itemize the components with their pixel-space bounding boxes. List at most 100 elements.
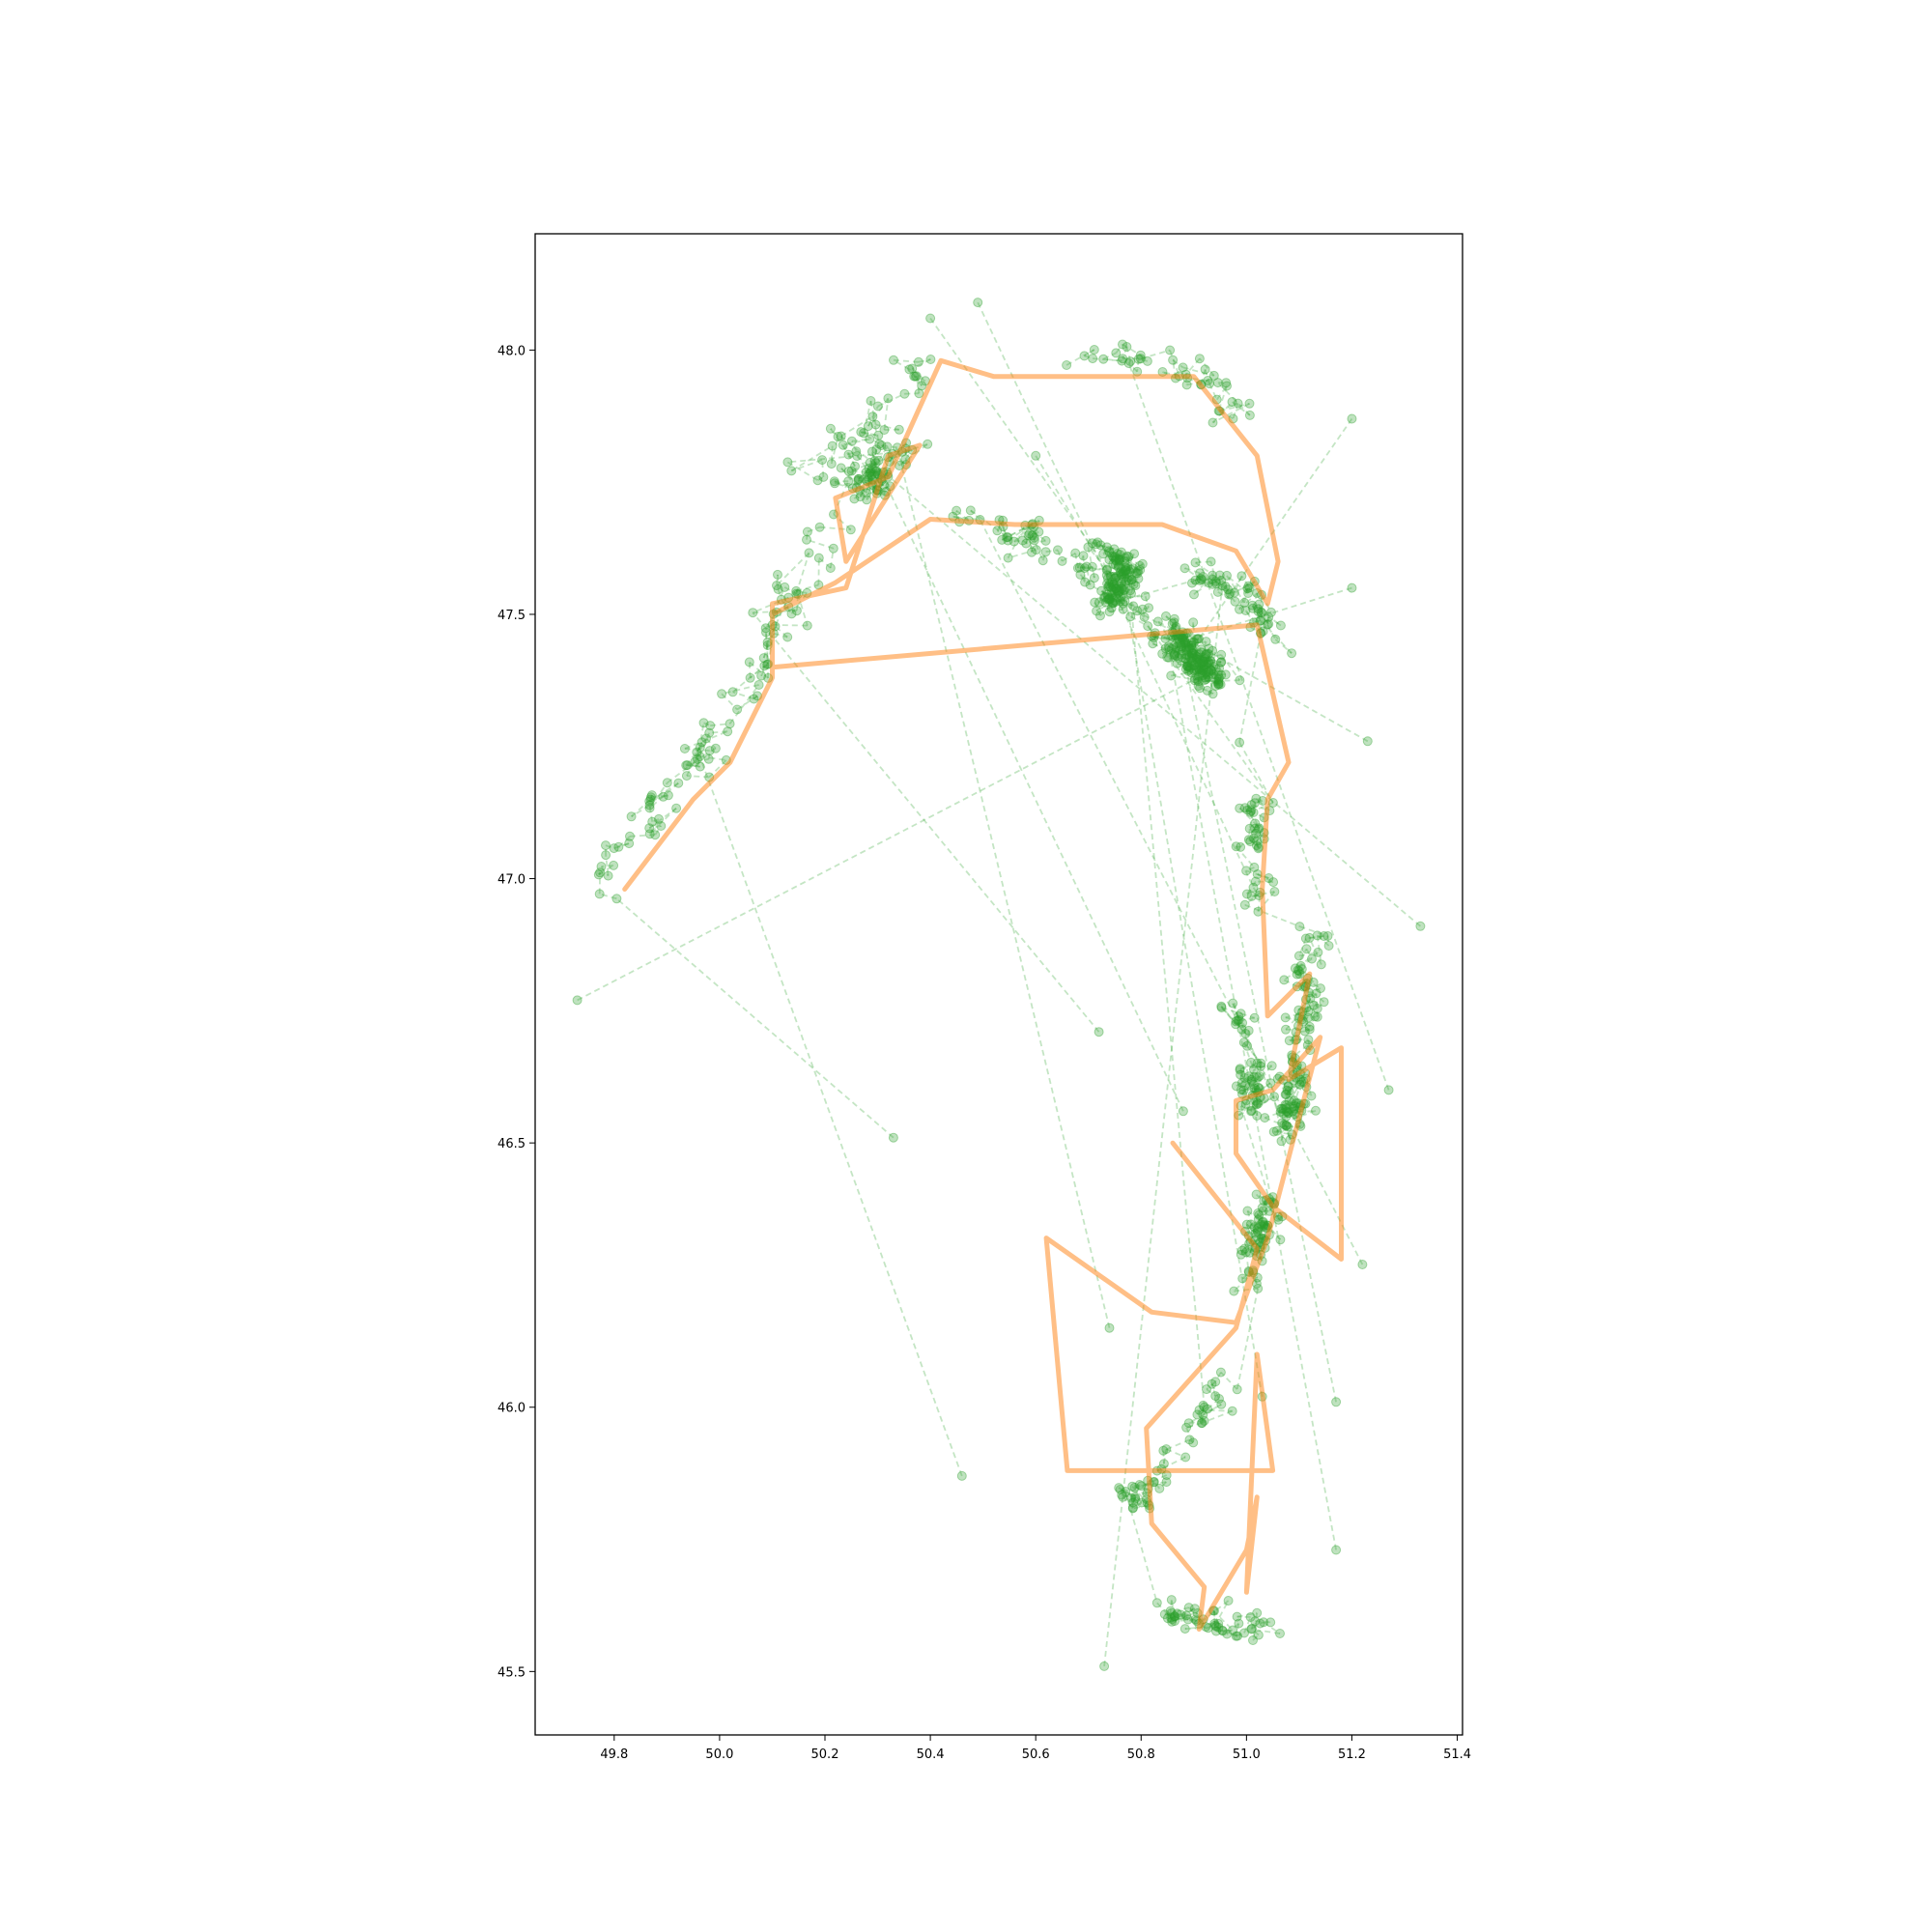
track-point: [802, 526, 812, 537]
track-point: [1115, 1485, 1125, 1494]
track-segment: [866, 462, 877, 477]
track-segment: [1185, 633, 1193, 662]
track-segment: [1121, 1494, 1134, 1510]
track-segment: [1008, 549, 1037, 559]
track-segment: [1203, 660, 1211, 667]
track-segment: [649, 794, 653, 800]
track-point: [1128, 563, 1138, 574]
track-point: [1092, 606, 1102, 616]
track-point: [1265, 607, 1276, 617]
track-point: [1280, 1012, 1291, 1023]
track-segment: [796, 590, 808, 594]
track-segment: [1126, 566, 1206, 1407]
track-segment: [1179, 1607, 1196, 1616]
track-point: [1116, 564, 1126, 575]
track-point: [1281, 1089, 1292, 1099]
track-segment: [834, 482, 854, 490]
track-point: [1192, 654, 1202, 665]
track-point: [1121, 565, 1131, 576]
track-segment: [868, 462, 874, 481]
track-point: [851, 446, 862, 457]
track-segment: [1181, 638, 1196, 671]
track-point: [1249, 1071, 1260, 1082]
track-point: [1095, 611, 1105, 621]
track-point: [1299, 1026, 1310, 1037]
track-point: [1099, 592, 1110, 603]
track-point: [1312, 930, 1322, 941]
track-point: [1117, 571, 1127, 582]
track-segment: [1024, 525, 1047, 542]
track-segment: [1139, 563, 1144, 567]
track-segment: [1099, 602, 1114, 617]
track-point: [704, 727, 715, 738]
track-segment: [1034, 531, 1040, 541]
track-point: [850, 461, 860, 471]
track-segment: [1129, 570, 1139, 573]
track-point: [1245, 837, 1256, 847]
track-segment: [1128, 579, 1132, 582]
track-segment: [1176, 655, 1187, 669]
track-segment: [1110, 592, 1114, 603]
track-point: [1237, 1017, 1248, 1028]
track-segment: [1135, 563, 1144, 574]
track-point: [1180, 637, 1191, 647]
track-segment: [1107, 595, 1146, 599]
track-point: [1292, 969, 1302, 980]
track-segment: [1106, 546, 1125, 562]
track-segment: [1107, 578, 1113, 609]
track-point: [1183, 666, 1194, 676]
track-segment: [1262, 616, 1270, 632]
track-point: [1133, 574, 1144, 583]
track-point: [1277, 1118, 1288, 1128]
track-segment: [867, 406, 879, 427]
track-segment: [1111, 592, 1134, 608]
track-point: [1091, 539, 1101, 550]
track-point: [724, 719, 735, 729]
track-segment: [1239, 1062, 1258, 1070]
track-point: [572, 995, 582, 1006]
track-segment: [1236, 1082, 1243, 1088]
track-segment: [1254, 822, 1260, 830]
track-point: [843, 476, 854, 487]
track-segment: [1203, 668, 1222, 686]
track-segment: [1025, 533, 1031, 544]
track-point: [813, 553, 824, 563]
track-point: [1180, 654, 1191, 665]
track-point: [1248, 1635, 1258, 1645]
track-point: [1303, 1035, 1314, 1045]
track-point: [867, 469, 877, 480]
track-point: [745, 672, 755, 683]
track-point: [1129, 549, 1140, 559]
track-point: [1247, 1623, 1257, 1634]
track-segment: [1114, 553, 1119, 557]
track-segment: [1212, 1609, 1234, 1632]
track-segment: [1238, 587, 1249, 611]
track-point: [1191, 634, 1202, 644]
track-point: [866, 466, 876, 476]
track-segment: [1171, 1615, 1176, 1620]
track-point: [1242, 1040, 1253, 1051]
track-point: [1118, 604, 1128, 614]
track-point: [1213, 1618, 1224, 1629]
track-point: [1246, 1076, 1257, 1087]
track-point: [1319, 931, 1329, 941]
track-segment: [1165, 1448, 1186, 1459]
track-segment: [1095, 543, 1115, 551]
track-point: [1193, 676, 1204, 687]
x-axis: 49.8 50.0 50.2 50.4 50.6 50.8 51.0 51.2 51.4: [600, 1735, 1471, 1762]
track-point: [1280, 1099, 1291, 1110]
track-segment: [955, 509, 970, 522]
track-point: [1243, 1071, 1254, 1082]
track-segment: [1188, 667, 1200, 671]
track-point: [1109, 580, 1120, 589]
track-segment: [1288, 1091, 1295, 1101]
track-point: [1254, 1222, 1264, 1232]
track-segment: [1193, 649, 1213, 667]
track-point: [830, 478, 840, 489]
track-point: [849, 494, 860, 504]
track-point: [1111, 554, 1122, 564]
track-point: [1205, 655, 1215, 666]
track-segment: [1240, 1104, 1253, 1112]
track-point: [682, 760, 693, 771]
track-segment: [1082, 555, 1086, 582]
